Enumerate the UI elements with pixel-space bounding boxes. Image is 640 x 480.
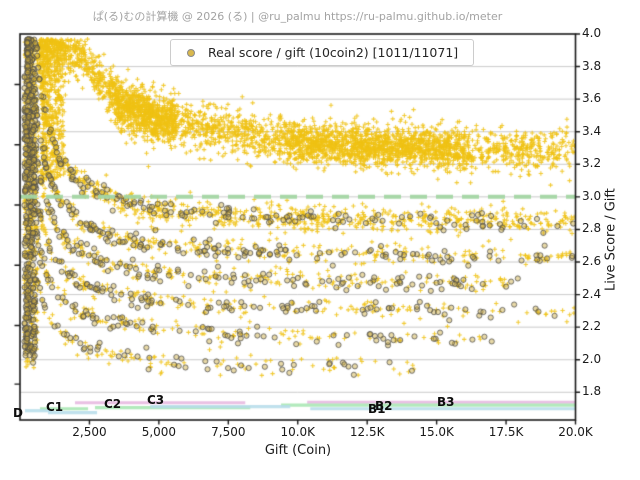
x-tick-label: 12.5K (349, 425, 385, 439)
x-tick-label: 20.0K (558, 425, 593, 439)
y-tick-label: 2.0 (582, 351, 602, 366)
x-tick-label: 10.0K (280, 425, 316, 439)
y-tick-label: 2.4 (582, 286, 602, 301)
y-tick-label: 2.6 (582, 254, 602, 269)
legend-box: Real score / gift (10coin2) [1011/11071] (170, 39, 474, 66)
y-tick-label: 4.0 (582, 26, 602, 40)
figure-title: ぱ(る)むの計算機 @ 2026 (る) | @ru_palmu https:/… (92, 10, 503, 23)
legend-label: Real score / gift (10coin2) [1011/11071] (208, 45, 459, 60)
x-tick-label: 5,000 (141, 425, 177, 439)
real-score-marker-icon (187, 48, 195, 57)
x-tick-label: 7,500 (211, 425, 246, 439)
y-tick-label: 3.0 (582, 188, 602, 203)
x-tick-label: 17.5K (488, 425, 524, 439)
rank-label-c2: C2 (104, 397, 122, 411)
x-axis-title: Gift (Coin) (264, 443, 332, 458)
y-tick-label: 3.8 (582, 58, 602, 73)
y-tick-label: 3.4 (582, 123, 602, 138)
x-tick-label: 2,500 (72, 425, 107, 439)
x-tick-label: 15.0K (419, 425, 454, 439)
y-tick-label: 2.2 (582, 319, 602, 334)
y-tick-label: 3.6 (582, 91, 602, 106)
rank-label-c3: C3 (147, 393, 165, 407)
rank-label-c1: C1 (46, 400, 64, 414)
y-tick-label: 1.8 (582, 384, 602, 399)
y-tick-label: 2.8 (582, 221, 602, 236)
rank-label-b3: B3 (437, 395, 455, 409)
rank-label-d: D (13, 406, 23, 420)
rank-label-b2: B2 (375, 399, 393, 413)
y-axis-title: Live Score / Gift (603, 188, 619, 292)
y-tick-label: 3.2 (582, 156, 602, 171)
rank-label-b1: B1 (368, 402, 386, 416)
